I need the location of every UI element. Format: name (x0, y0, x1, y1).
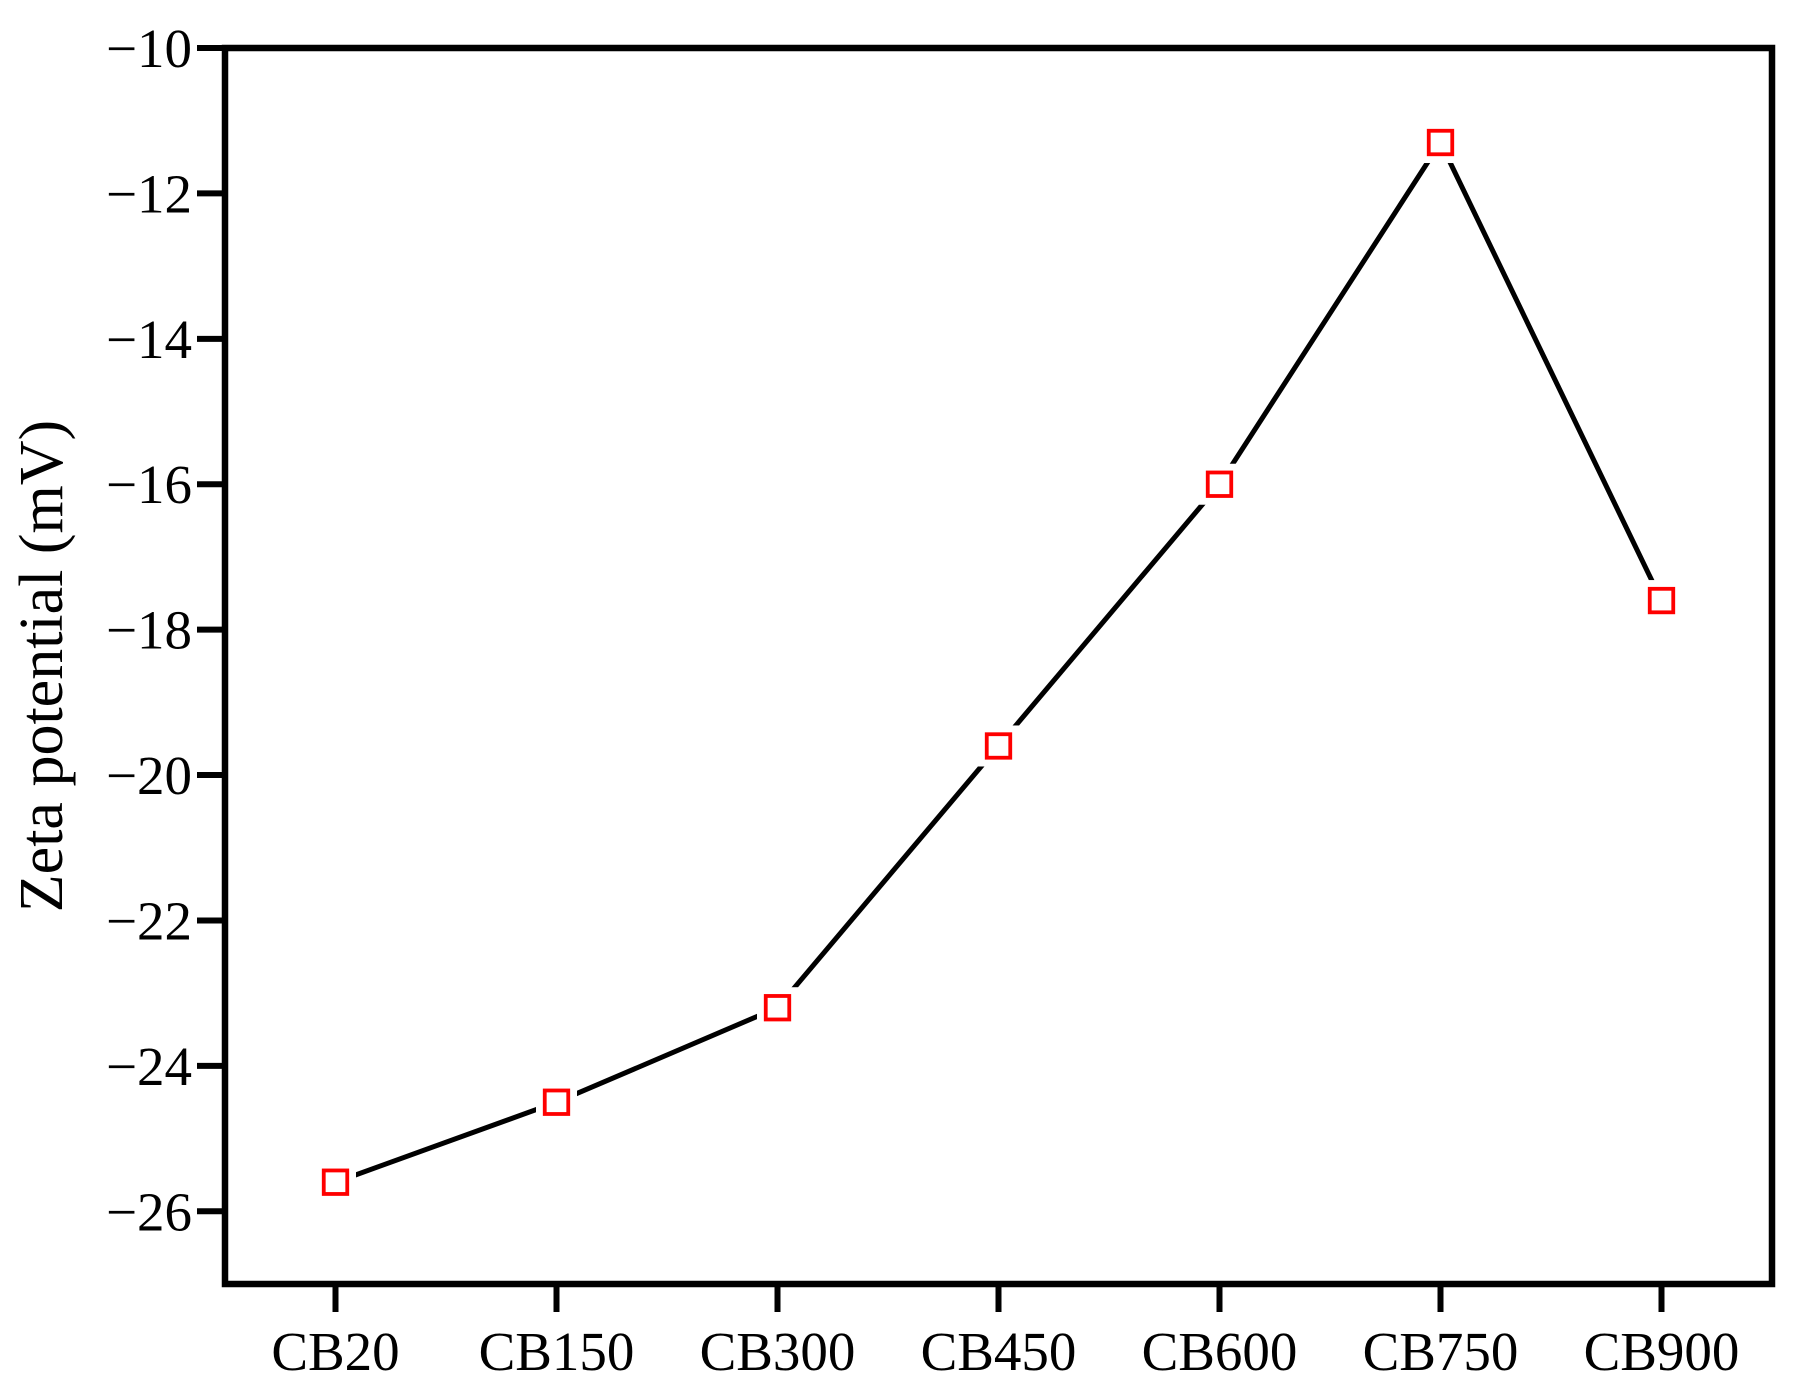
data-point-marker (321, 1168, 350, 1196)
data-point-marker (1647, 586, 1676, 615)
y-axis-tick-label: −12 (106, 163, 192, 224)
y-axis-tick-label: −10 (106, 18, 192, 79)
y-axis-tick-label: −20 (106, 745, 192, 806)
y-axis-tick-label: −26 (106, 1181, 192, 1242)
y-axis-tick-label: −22 (106, 890, 192, 951)
x-axis-tick-label: CB750 (1363, 1321, 1519, 1382)
data-point-marker (1205, 470, 1234, 498)
plot-frame (221, 44, 1776, 1288)
x-axis-tick-label: CB900 (1584, 1321, 1740, 1382)
y-axis-tick-label: −24 (106, 1036, 192, 1097)
x-axis-tick-label: CB20 (271, 1321, 399, 1382)
data-line (334, 137, 1664, 1185)
y-axis-tick-label: −18 (106, 600, 192, 661)
data-point-marker (763, 994, 792, 1022)
y-axis-tick-label: −16 (106, 454, 192, 515)
x-axis-tick-label: CB600 (1142, 1321, 1298, 1382)
y-axis-title: Zeta potential (mV) (8, 420, 76, 912)
x-axis-tick-label: CB450 (921, 1321, 1077, 1382)
x-axis-tick-label: CB150 (479, 1321, 635, 1382)
data-point-marker (542, 1088, 571, 1116)
data-point-marker (984, 732, 1013, 760)
x-axis-tick-label: CB300 (700, 1321, 856, 1382)
plot-area: −10 −12 −14 −16 −18 −20 −22 −24 −26 CB20 CB150 CB30… (106, 18, 1776, 1382)
data-point-marker (1426, 128, 1455, 157)
y-axis-tick-label: −14 (106, 309, 192, 370)
